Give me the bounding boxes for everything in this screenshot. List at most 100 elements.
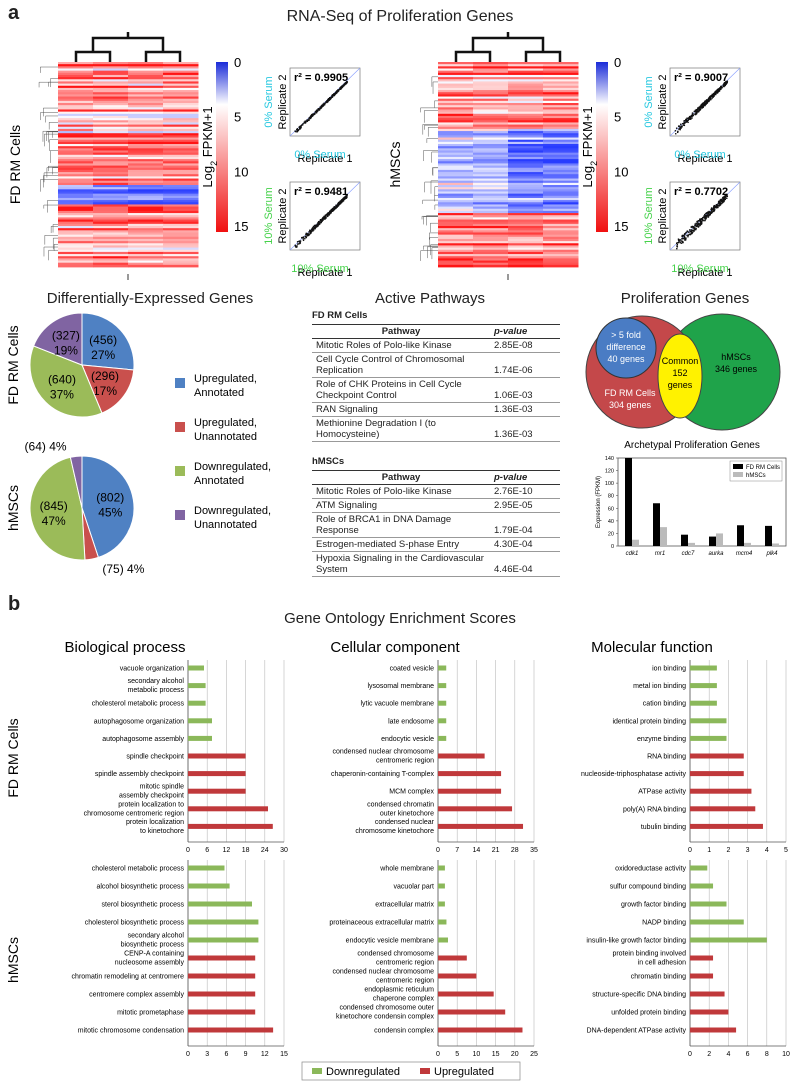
- go-term-label: chromatin binding: [631, 974, 686, 981]
- pie-slice: [81, 364, 135, 414]
- arch-ytick: 60: [608, 506, 614, 512]
- go-bar: [690, 919, 744, 925]
- arch-legend: FD RM Cells hMSCs: [729, 460, 783, 482]
- pie-slice-count: (640): [48, 372, 76, 386]
- go-term-label: extracellular matrix: [375, 902, 434, 909]
- deg-legend-item: Upregulated, Unannotated: [175, 417, 257, 443]
- pathway-pvalue: 1.06E-03: [490, 377, 560, 403]
- go-bar: [438, 919, 447, 925]
- pathway-pvalue: 4.30E-04: [490, 537, 560, 552]
- arch-bar-hmsc: [688, 542, 695, 546]
- legend-text-2: Annotated: [194, 387, 244, 399]
- deg-pie-area: (456)27% (296)17% (640)37% (327)19% FD RM Ce…: [5, 312, 271, 576]
- serum-side-label: 10% Serum: [643, 187, 655, 244]
- go-tick: 6: [746, 1051, 750, 1058]
- go-bar: [690, 665, 717, 671]
- go-bar: [690, 683, 717, 689]
- go-tick: 8: [765, 1051, 769, 1058]
- go-term-label: metal ion binding: [633, 683, 686, 690]
- pie-slice-count: (296): [91, 369, 119, 383]
- legend-text-2: Unannotated: [194, 431, 257, 443]
- arch-ylabel: Expression (FPKM): [596, 476, 602, 528]
- pathway-name: Cell Cycle Control of Chromosomal Replic…: [312, 352, 490, 378]
- go-term-label: lysosomal membrane: [367, 683, 434, 690]
- arch-bar-hmsc: [744, 542, 751, 546]
- go-tick: 4: [726, 1051, 730, 1058]
- go-term-label: NADP binding: [642, 920, 686, 927]
- go-term-label: to kinetochore: [140, 828, 184, 835]
- go-bar: [690, 865, 708, 871]
- go-bar: [690, 991, 725, 997]
- go-tick: 5: [784, 847, 788, 854]
- legend-swatch-down: [312, 1068, 322, 1074]
- go-term-label: DNA-dependent ATPase activity: [587, 1028, 687, 1035]
- go-term-label: centromere complex assembly: [89, 992, 184, 999]
- go-term-label: centromeric region: [376, 978, 434, 985]
- pathway-row: Role of CHK Proteins in Cell Cycle Check…: [312, 377, 560, 403]
- go-term-label: growth factor binding: [621, 902, 686, 909]
- pathway-row: Mitotic Roles of Polo-like Kinase 2.76E-1…: [312, 484, 560, 499]
- r2-value: r² = 0.9007: [674, 72, 728, 84]
- go-term-label: condensed chromosome outer: [339, 1005, 434, 1012]
- go-term-label: spindle checkpoint: [126, 754, 184, 761]
- venn-common-text: 152: [672, 368, 687, 378]
- go-term-label: biosynthetic process: [121, 942, 185, 949]
- go-bar: [690, 753, 744, 759]
- pathway-pvalue: 2.76E-10: [490, 484, 560, 499]
- serum-bottom-label-1: 0% Serum: [294, 149, 345, 161]
- go-bar: [188, 788, 246, 794]
- y-label: Replicate 2: [657, 188, 669, 243]
- go-term-label: cation binding: [643, 701, 686, 708]
- go-term-label: mitotic prometaphase: [117, 1010, 184, 1017]
- venn-common-region: [657, 333, 703, 419]
- go-term-label: autophagosome organization: [94, 718, 184, 725]
- pie-slice-count: (327): [52, 328, 80, 342]
- pathway-row: Role of BRCA1 in DNA Damage Response 1.79…: [312, 512, 560, 538]
- pathway-row: Mitotic Roles of Polo-like Kinase 2.85E-0…: [312, 338, 560, 353]
- pie-slice-count: (845): [40, 499, 68, 513]
- go-tick: 3: [205, 1051, 209, 1058]
- pathway-row: Methionine Degradation I (to Homocystein…: [312, 416, 560, 442]
- colorbar-label: Log2 FPKM+1: [200, 106, 219, 187]
- colorbar-tick: 15: [234, 219, 248, 234]
- go-term-label: nucleosome assembly: [115, 960, 185, 967]
- y-label: Replicate 2: [277, 74, 289, 129]
- pie-slice-small-label: (75) 4%: [102, 562, 144, 576]
- go-bar: [690, 901, 727, 907]
- pie-slice: [29, 456, 86, 561]
- side-dendrogram: [38, 66, 58, 261]
- go-term-label: lytic vacuole membrane: [360, 701, 434, 708]
- arch-ytick: 0: [611, 544, 614, 550]
- go-term-label: unfolded protein binding: [611, 1010, 686, 1017]
- go-tick: 4: [765, 847, 769, 854]
- go-tick: 1: [707, 847, 711, 854]
- go-term-label: centromeric region: [376, 960, 434, 967]
- panel-b-letter: b: [8, 593, 21, 615]
- go-term-label: condensed chromatin: [367, 801, 434, 808]
- go-bar: [690, 771, 744, 777]
- go-tick: 5: [455, 1051, 459, 1058]
- arch-bar-fd: [681, 534, 688, 546]
- x-label: Replicate 1: [297, 267, 352, 279]
- pie-slice-small-label: (64) 4%: [25, 439, 67, 453]
- go-term-label: chromosome centromeric region: [84, 810, 184, 817]
- go-tick: 10: [473, 1051, 481, 1058]
- go-bar: [188, 753, 246, 759]
- venn-fold-text: difference: [606, 342, 645, 352]
- go-tick: 7: [455, 847, 459, 854]
- pathway-tables: FD RM Cells Pathway p-value Mitotic Roles o…: [312, 310, 560, 577]
- go-bar: [438, 955, 467, 961]
- go-term-label: secondary alcohol: [128, 678, 185, 685]
- pie-slice: [69, 455, 83, 509]
- colorbar-tick: 0: [614, 55, 621, 70]
- pie-1: (456)27% (296)17% (640)37% (327)19% FD RM Ce…: [5, 312, 135, 418]
- pathway-group: hMSCs Pathway p-value Mitotic Roles of Polo…: [312, 456, 560, 577]
- pie-slice-count: (802): [96, 490, 124, 504]
- pathway-group-name: hMSCs: [312, 456, 345, 467]
- go-term-label: sterol biosynthetic process: [102, 902, 185, 909]
- pathway-name: Role of BRCA1 in DNA Damage Response: [312, 512, 490, 538]
- go-term-label: assembly checkpoint: [119, 793, 184, 800]
- go-term-label: centromeric region: [376, 758, 434, 765]
- deg-legend-item: Upregulated, Annotated: [175, 373, 257, 399]
- go-bar: [188, 937, 259, 943]
